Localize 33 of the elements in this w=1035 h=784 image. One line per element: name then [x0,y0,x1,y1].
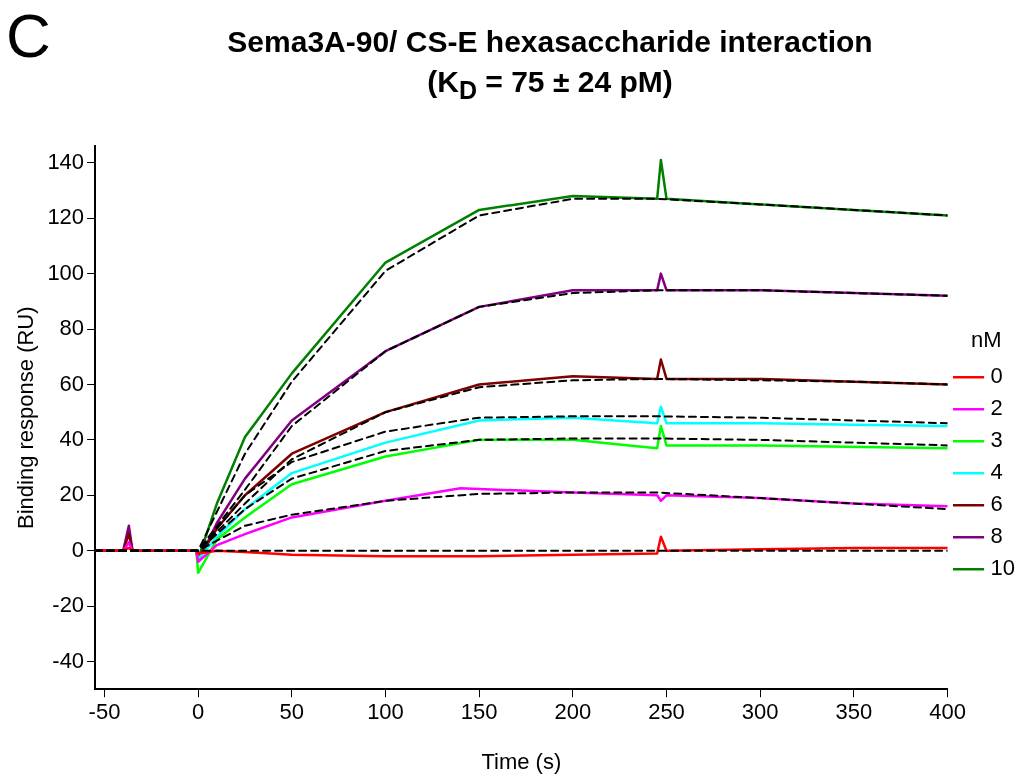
x-tick-label: 350 [835,699,873,725]
legend-label: 0 [990,363,1003,389]
legend-label: 6 [990,491,1003,517]
legend-label: 10 [990,555,1016,581]
legend-label: 8 [990,523,1003,549]
y-tick-label: 80 [59,315,85,341]
x-axis-title: Time (s) [481,748,562,774]
y-tick-label: 140 [47,148,85,174]
y-tick-label: 100 [47,259,85,285]
legend-label: 4 [990,459,1003,485]
x-tick-label: 250 [648,699,685,725]
legend-label: 2 [990,395,1003,421]
x-tick-label: 300 [741,699,779,725]
y-tick-label: -20 [52,592,85,618]
chart-title: Sema3A-90/ CS-E hexasaccharide interaction [226,24,874,60]
y-axis-title: Binding response (RU) [13,306,39,529]
x-tick-label: 0 [192,699,205,725]
chart-subtitle: (K$_{D}$ = 75 ± 24 pM) [426,64,674,106]
y-tick-label: -40 [52,647,85,673]
y-tick-label: 120 [47,204,85,230]
x-tick-label: 200 [554,699,592,725]
legend-title: nM [970,326,1002,352]
x-tick-label: 100 [367,699,404,725]
x-tick-label: -50 [88,699,121,725]
legend-label: 3 [990,427,1003,453]
x-tick-label: 150 [460,699,498,725]
x-tick-label: 400 [929,699,966,725]
y-tick-label: 40 [59,425,85,451]
y-tick-label: 20 [59,481,85,507]
y-tick-label: 60 [59,370,85,396]
y-tick-label: 0 [71,536,85,562]
text: C [6,0,51,72]
x-tick-label: 50 [279,699,305,725]
